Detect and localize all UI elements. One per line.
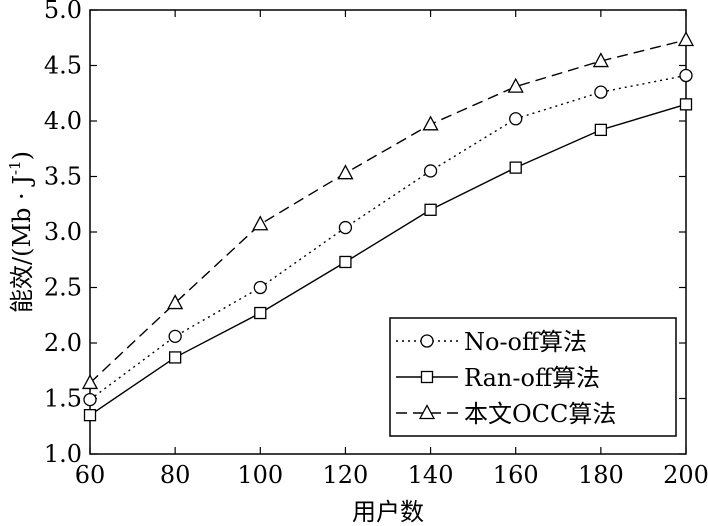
data-point-circle [679, 68, 693, 83]
legend-label-1: Ran-off算法 [464, 364, 600, 392]
x-tick-label: 140 [408, 461, 454, 489]
x-tick-label: 60 [75, 461, 106, 489]
series-markers [81, 31, 695, 422]
data-point-triangle [422, 115, 439, 131]
data-point-square [83, 408, 97, 422]
data-point-triangle [81, 374, 99, 390]
data-point-circle [509, 112, 523, 126]
data-point-triangle [252, 215, 269, 231]
y-tick-label: 5.0 [44, 0, 82, 24]
data-point-triangle [507, 77, 524, 93]
x-tick-label: 160 [493, 461, 539, 489]
legend-marker-triangle [418, 404, 436, 420]
legend-label-2: 本文OCC算法 [464, 400, 616, 428]
y-axis-title-superscript: -1 [6, 160, 24, 175]
data-point-square [339, 255, 352, 269]
data-point-square [594, 123, 608, 137]
data-point-circle [253, 280, 267, 295]
x-axis-title: 用户数 [352, 498, 424, 526]
x-tick-label: 180 [578, 461, 624, 489]
y-axis-title-main: 能效/(Mb · J [8, 175, 36, 313]
data-point-square [254, 306, 267, 320]
legend-marker-square [420, 370, 434, 384]
y-tick-label: 4.5 [44, 52, 82, 80]
y-tick-label: 4.0 [44, 107, 82, 135]
y-tick-label: 1.5 [44, 385, 82, 413]
series-line-2 [89, 39, 687, 384]
data-point-square [424, 203, 437, 216]
y-tick-label: 1.0 [44, 440, 82, 468]
legend-marker-circle [420, 334, 434, 348]
data-point-square [509, 161, 522, 174]
x-tick-label: 120 [323, 461, 369, 489]
x-tick-label: 200 [663, 461, 708, 489]
y-tick-label: 3.5 [44, 163, 82, 191]
series-lines [89, 39, 687, 416]
legend-label-0: No-off算法 [464, 328, 587, 356]
x-tick-label: 100 [237, 461, 283, 489]
data-point-triangle [592, 52, 609, 68]
y-tick-label: 2.5 [44, 274, 82, 302]
data-point-triangle [337, 164, 354, 180]
data-point-circle [83, 392, 97, 407]
data-point-circle [423, 164, 438, 178]
data-point-circle [594, 85, 608, 99]
axis-ticks: 60 80 100 120 140 160 180 200 1.0 1.5 2.0 2.5 3.0 3.5… [44, 0, 708, 489]
y-tick-label: 3.0 [44, 218, 82, 246]
y-axis-title-close: ) [8, 151, 36, 160]
series-line-1 [89, 103, 687, 416]
data-point-triangle [677, 31, 695, 47]
data-point-square [679, 98, 693, 111]
data-point-square [168, 351, 182, 364]
data-point-triangle [167, 294, 184, 310]
y-tick-label: 2.0 [44, 329, 82, 357]
y-axis-title: 能效/(Mb · J-1) [6, 151, 36, 313]
data-point-circle [338, 220, 353, 235]
x-tick-label: 80 [160, 461, 191, 489]
data-point-circle [168, 329, 182, 343]
